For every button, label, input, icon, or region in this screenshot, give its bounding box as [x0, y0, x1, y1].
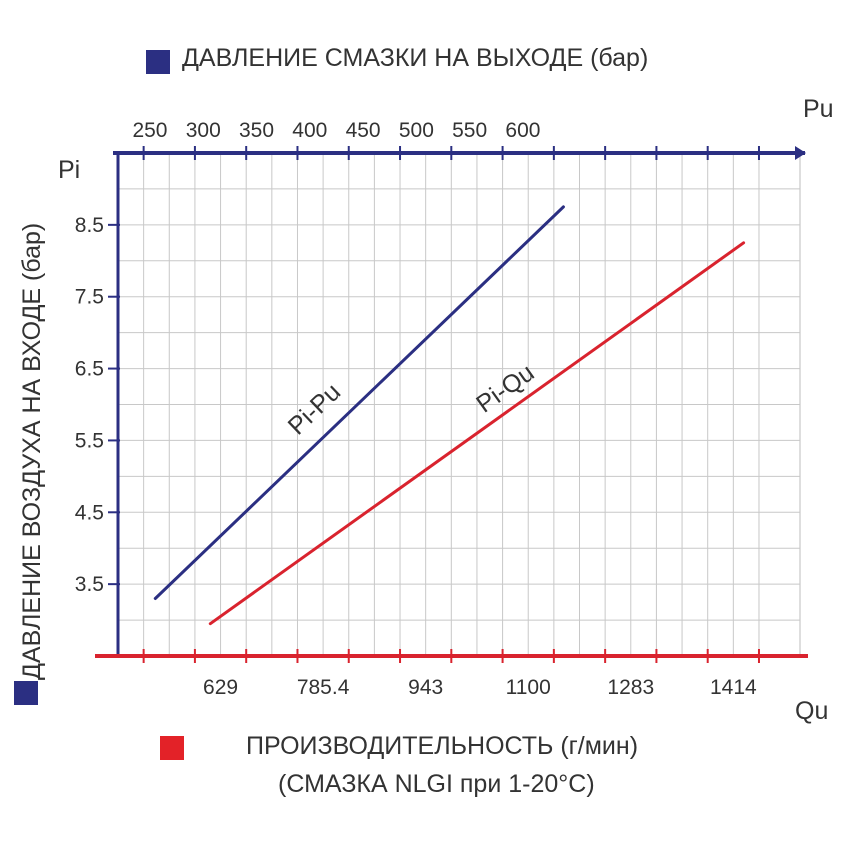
x-top-tick-label: 350	[239, 119, 274, 142]
y-tick-label: 5.5	[75, 429, 104, 452]
x-top-tick-label: 500	[399, 119, 434, 142]
x-top-tick-label: 250	[132, 119, 167, 142]
x-bottom-axis-label: Qu	[795, 697, 828, 725]
x-top-tick-label: 600	[505, 119, 540, 142]
x-top-tick-label: 400	[292, 119, 327, 142]
legend-bottom-label: ПРОИЗВОДИТЕЛЬНОСТЬ (г/мин)	[246, 732, 639, 760]
legend-bottom-swatch	[160, 736, 184, 760]
y-tick-label: 8.5	[75, 214, 104, 237]
x-top-axis-label: Pu	[803, 95, 834, 123]
y-axis-label: Pi	[58, 156, 80, 184]
x-bottom-tick-label: 943	[408, 676, 443, 699]
series-line-pi-pu	[153, 205, 565, 601]
x-bottom-tick-label: 1283	[607, 676, 654, 699]
legend-top-label: ДАВЛЕНИЕ СМАЗКИ НА ВЫХОДЕ (бар)	[182, 44, 649, 72]
series-line-pi-qu	[208, 241, 746, 626]
y-tick-label: 3.5	[75, 573, 104, 596]
x-bottom-tick-label: 785.4	[297, 676, 350, 699]
y-tick-label: 7.5	[75, 286, 104, 309]
x-bottom-tick-label: 1100	[506, 676, 551, 699]
x-top-tick-label: 450	[346, 119, 381, 142]
x-top-tick-label: 300	[186, 119, 221, 142]
legend-left-swatch	[14, 681, 38, 705]
legend-bottom-sublabel: (СМАЗКА NLGI при 1-20°C)	[278, 770, 595, 798]
x-bottom-tick-label: 1414	[710, 676, 757, 699]
y-axis-title-label: ДАВЛЕНИЕ ВОЗДУХА НА ВХОДЕ (бар)	[18, 222, 46, 680]
x-top-axis-arrow	[795, 146, 806, 160]
series-label-pi-qu: Pi-Qu	[471, 359, 539, 419]
y-tick-label: 6.5	[75, 358, 104, 381]
legend-top-swatch	[146, 50, 170, 74]
x-bottom-tick-label: 629	[203, 676, 238, 699]
series-label-pi-pu: Pi-Pu	[283, 378, 347, 441]
y-tick-label: 4.5	[75, 501, 104, 524]
x-top-tick-label: 550	[452, 119, 487, 142]
